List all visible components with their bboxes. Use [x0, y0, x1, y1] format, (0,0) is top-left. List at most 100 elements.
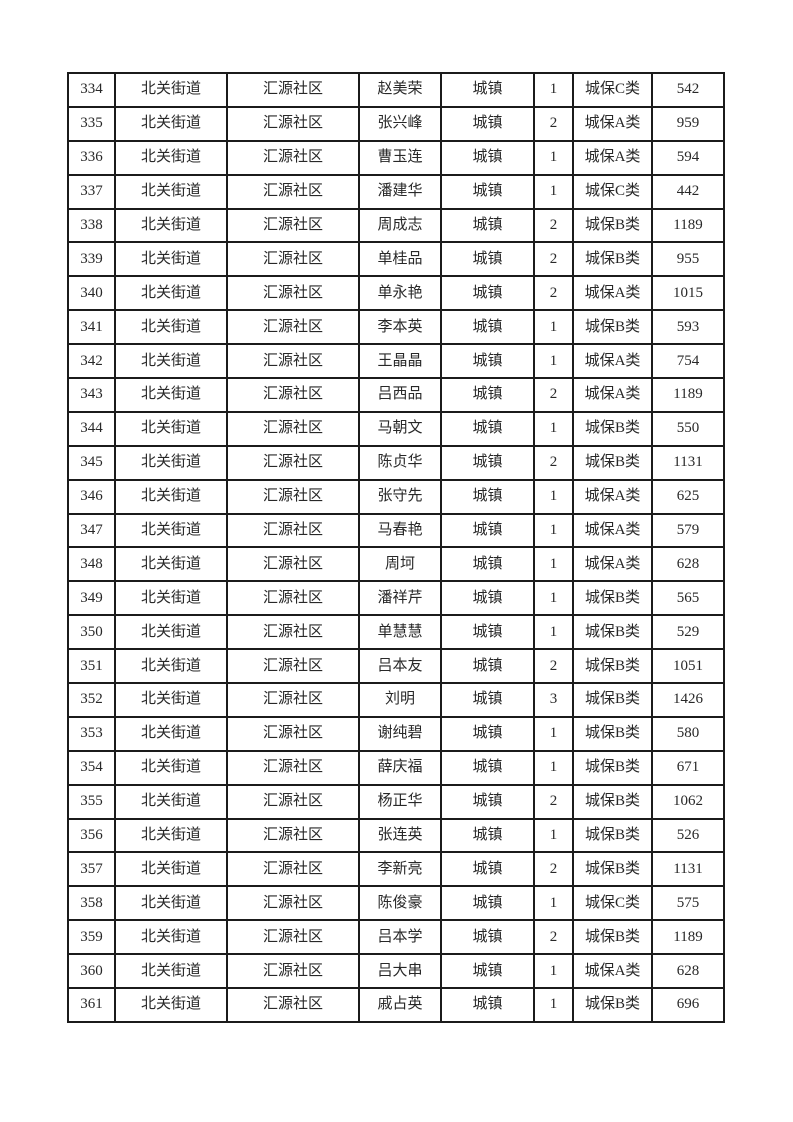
- person-count-cell: 1: [533, 987, 574, 1023]
- street-cell: 北关街道: [114, 478, 228, 515]
- name-cell: 单永艳: [358, 275, 442, 312]
- row-index-cell: 351: [67, 648, 116, 685]
- row-index-cell: 343: [67, 377, 116, 413]
- residence-type-cell: 城镇: [440, 377, 535, 413]
- person-count-cell: 1: [533, 72, 574, 108]
- amount-cell: 1131: [651, 851, 725, 888]
- street-cell: 北关街道: [114, 953, 228, 990]
- street-cell: 北关街道: [114, 207, 228, 244]
- residence-type-cell: 城镇: [440, 885, 535, 922]
- community-cell: 汇源社区: [226, 139, 360, 176]
- person-count-cell: 2: [533, 377, 574, 413]
- table-sheet: 334 北关街道 汇源社区 赵美荣 城镇 1 城保C类 542 335 北关街道…: [67, 72, 725, 1023]
- community-cell: 汇源社区: [226, 953, 360, 990]
- person-count-cell: 1: [533, 546, 574, 583]
- category-cell: 城保A类: [572, 139, 653, 176]
- row-index-cell: 347: [67, 512, 116, 549]
- table-row: 339 北关街道 汇源社区 单桂品 城镇 2 城保B类 955: [67, 241, 725, 278]
- amount-cell: 593: [651, 309, 725, 346]
- residence-type-cell: 城镇: [440, 987, 535, 1023]
- person-count-cell: 1: [533, 512, 574, 549]
- row-index-cell: 345: [67, 444, 116, 481]
- amount-cell: 442: [651, 173, 725, 210]
- table-row: 357 北关街道 汇源社区 李新亮 城镇 2 城保B类 1131: [67, 851, 725, 888]
- amount-cell: 696: [651, 987, 725, 1023]
- category-cell: 城保B类: [572, 987, 653, 1023]
- row-index-cell: 344: [67, 410, 116, 447]
- table-row: 349 北关街道 汇源社区 潘祥芹 城镇 1 城保B类 565: [67, 580, 725, 617]
- street-cell: 北关街道: [114, 275, 228, 312]
- person-count-cell: 1: [533, 309, 574, 346]
- table-row: 360 北关街道 汇源社区 吕大串 城镇 1 城保A类 628: [67, 953, 725, 990]
- table-row: 340 北关街道 汇源社区 单永艳 城镇 2 城保A类 1015: [67, 275, 725, 312]
- street-cell: 北关街道: [114, 139, 228, 176]
- row-index-cell: 356: [67, 817, 116, 854]
- person-count-cell: 2: [533, 851, 574, 888]
- street-cell: 北关街道: [114, 919, 228, 956]
- row-index-cell: 348: [67, 546, 116, 583]
- amount-cell: 565: [651, 580, 725, 617]
- residence-type-cell: 城镇: [440, 648, 535, 685]
- row-index-cell: 346: [67, 478, 116, 515]
- street-cell: 北关街道: [114, 783, 228, 820]
- name-cell: 戚占英: [358, 987, 442, 1023]
- street-cell: 北关街道: [114, 987, 228, 1023]
- category-cell: 城保A类: [572, 377, 653, 413]
- street-cell: 北关街道: [114, 173, 228, 210]
- person-count-cell: 1: [533, 715, 574, 752]
- table-row: 336 北关街道 汇源社区 曹玉连 城镇 1 城保A类 594: [67, 139, 725, 176]
- table-row: 359 北关街道 汇源社区 吕本学 城镇 2 城保B类 1189: [67, 919, 725, 956]
- name-cell: 单桂品: [358, 241, 442, 278]
- amount-cell: 1051: [651, 648, 725, 685]
- community-cell: 汇源社区: [226, 919, 360, 956]
- name-cell: 周成志: [358, 207, 442, 244]
- name-cell: 潘祥芹: [358, 580, 442, 617]
- category-cell: 城保C类: [572, 173, 653, 210]
- person-count-cell: 3: [533, 682, 574, 718]
- community-cell: 汇源社区: [226, 105, 360, 142]
- category-cell: 城保C类: [572, 885, 653, 922]
- person-count-cell: 1: [533, 614, 574, 651]
- street-cell: 北关街道: [114, 444, 228, 481]
- street-cell: 北关街道: [114, 241, 228, 278]
- amount-cell: 580: [651, 715, 725, 752]
- row-index-cell: 342: [67, 343, 116, 380]
- residence-type-cell: 城镇: [440, 953, 535, 990]
- person-count-cell: 2: [533, 275, 574, 312]
- street-cell: 北关街道: [114, 715, 228, 752]
- records-table: 334 北关街道 汇源社区 赵美荣 城镇 1 城保C类 542 335 北关街道…: [67, 72, 725, 1023]
- name-cell: 李新亮: [358, 851, 442, 888]
- person-count-cell: 1: [533, 410, 574, 447]
- community-cell: 汇源社区: [226, 987, 360, 1023]
- name-cell: 张连英: [358, 817, 442, 854]
- row-index-cell: 354: [67, 749, 116, 786]
- category-cell: 城保B类: [572, 648, 653, 685]
- name-cell: 曹玉连: [358, 139, 442, 176]
- residence-type-cell: 城镇: [440, 682, 535, 718]
- person-count-cell: 2: [533, 444, 574, 481]
- row-index-cell: 360: [67, 953, 116, 990]
- residence-type-cell: 城镇: [440, 105, 535, 142]
- table-row: 361 北关街道 汇源社区 戚占英 城镇 1 城保B类 696: [67, 987, 725, 1023]
- category-cell: 城保B类: [572, 309, 653, 346]
- category-cell: 城保A类: [572, 478, 653, 515]
- person-count-cell: 1: [533, 885, 574, 922]
- category-cell: 城保B类: [572, 241, 653, 278]
- residence-type-cell: 城镇: [440, 851, 535, 888]
- community-cell: 汇源社区: [226, 309, 360, 346]
- residence-type-cell: 城镇: [440, 614, 535, 651]
- row-index-cell: 336: [67, 139, 116, 176]
- residence-type-cell: 城镇: [440, 512, 535, 549]
- row-index-cell: 337: [67, 173, 116, 210]
- row-index-cell: 350: [67, 614, 116, 651]
- person-count-cell: 1: [533, 173, 574, 210]
- amount-cell: 1189: [651, 377, 725, 413]
- community-cell: 汇源社区: [226, 512, 360, 549]
- row-index-cell: 358: [67, 885, 116, 922]
- table-row: 334 北关街道 汇源社区 赵美荣 城镇 1 城保C类 542: [67, 72, 725, 108]
- community-cell: 汇源社区: [226, 410, 360, 447]
- community-cell: 汇源社区: [226, 614, 360, 651]
- street-cell: 北关街道: [114, 817, 228, 854]
- table-row: 338 北关街道 汇源社区 周成志 城镇 2 城保B类 1189: [67, 207, 725, 244]
